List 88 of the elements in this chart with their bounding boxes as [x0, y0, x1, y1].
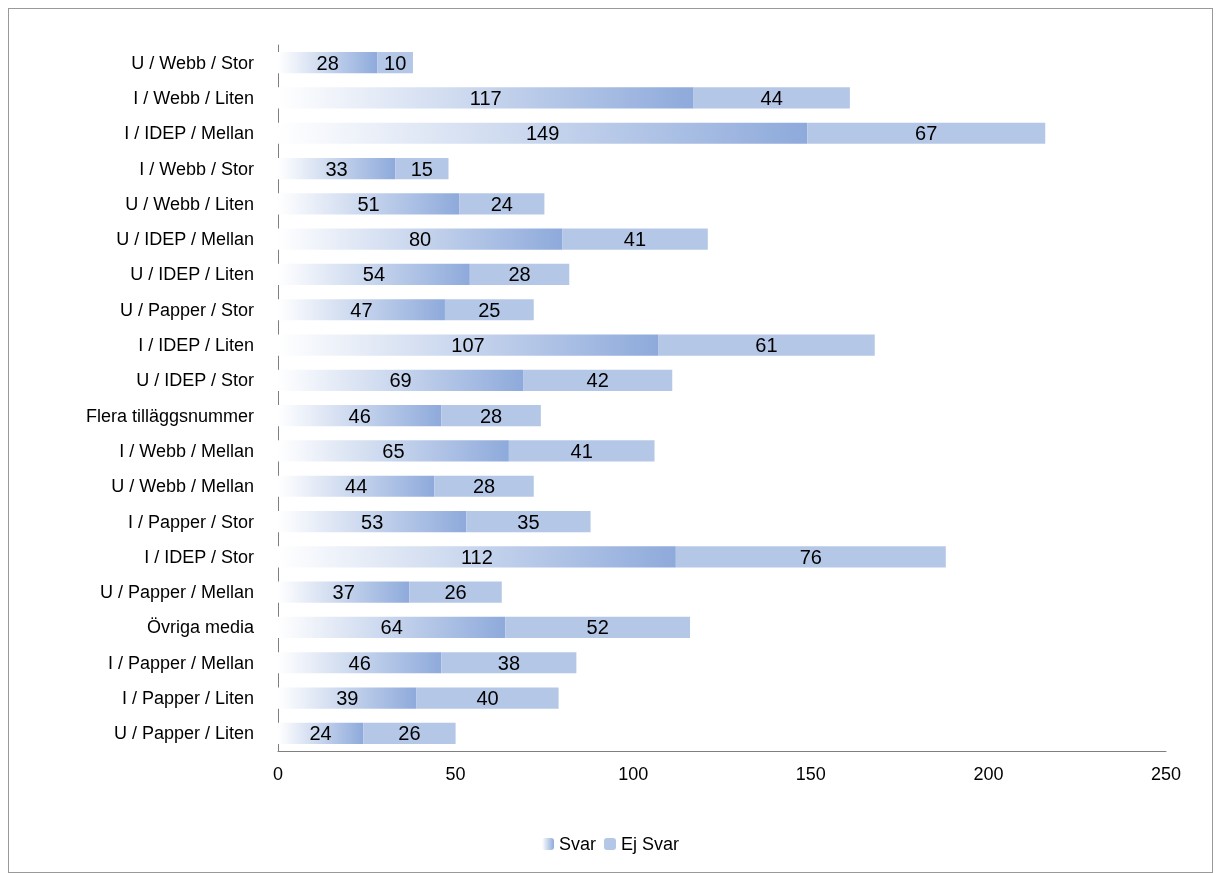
y-tick-label: I / IDEP / Liten: [138, 335, 254, 356]
data-label: 67: [915, 122, 938, 145]
bar: [278, 122, 808, 144]
bar: [278, 263, 470, 286]
y-tick-label: U / Webb / Liten: [125, 193, 254, 214]
data-label: 44: [345, 475, 368, 498]
bar: [278, 687, 417, 709]
y-tick-label: I / IDEP / Mellan: [124, 123, 254, 144]
data-label: 28: [479, 404, 503, 427]
y-tick-label: U / IDEP / Liten: [130, 264, 254, 285]
data-label: 24: [309, 722, 332, 745]
data-label: 39: [336, 687, 359, 710]
y-tick-label: I / IDEP / Stor: [144, 546, 254, 567]
bar: [278, 405, 442, 427]
data-label: 26: [398, 722, 421, 745]
data-label: 64: [380, 616, 403, 639]
bar: [278, 546, 676, 568]
x-tick-label: 250: [1150, 764, 1182, 784]
data-label: 54: [362, 263, 386, 286]
x-tick-label: 200: [973, 764, 1004, 784]
y-tick-label: U / IDEP / Mellan: [116, 229, 254, 250]
data-label: 51: [357, 192, 380, 215]
data-label: 46: [348, 404, 371, 427]
data-label: 40: [476, 687, 499, 710]
y-tick-label: I / Webb / Stor: [139, 158, 254, 179]
bar: [278, 193, 460, 215]
data-label: 46: [348, 651, 371, 674]
data-label: 117: [469, 86, 502, 109]
y-tick-label: U / Webb / Mellan: [111, 476, 254, 497]
bar: [278, 87, 694, 109]
y-tick-label: U / Papper / Liten: [113, 723, 254, 744]
y-tick-label: I / Webb / Liten: [133, 87, 254, 108]
y-tick-label: U / IDEP / Stor: [136, 370, 255, 391]
y-tick-label: U / Webb / Stor: [131, 52, 254, 73]
data-label: 25: [478, 298, 501, 321]
bar: [278, 722, 364, 744]
data-label: 37: [332, 581, 355, 604]
data-label: 38: [497, 651, 521, 674]
bar: [278, 334, 659, 356]
data-label: 44: [760, 86, 783, 109]
data-label: 53: [361, 510, 384, 533]
bar: [278, 299, 445, 321]
bar: [278, 581, 410, 603]
x-tick-label: 0: [272, 764, 284, 784]
data-label: 41: [570, 439, 593, 462]
y-tick-label: I / Papper / Stor: [127, 511, 254, 532]
y-tick-label: I / Webb / Mellan: [119, 440, 254, 461]
data-label: 26: [444, 581, 467, 604]
bar: [278, 369, 524, 391]
data-label: 65: [382, 439, 405, 462]
x-tick-label: 100: [618, 764, 649, 784]
data-label: 107: [451, 334, 485, 357]
y-tick-label: U / Papper / Mellan: [99, 582, 254, 603]
y-tick-label: Övriga media: [146, 617, 255, 638]
data-label: 47: [350, 298, 373, 321]
data-label: 15: [410, 157, 433, 180]
bar: [278, 440, 509, 462]
data-label: 41: [623, 228, 647, 251]
data-label: 28: [508, 263, 531, 286]
bar: [278, 157, 396, 180]
bar: [278, 652, 442, 674]
y-tick-label: U / Papper / Stor: [119, 299, 254, 320]
x-tick-label: 50: [445, 764, 466, 784]
y-tick-label: I / Papper / Mellan: [107, 652, 254, 673]
data-label: 28: [472, 475, 496, 498]
y-tick-label: Flera tilläggsnummer: [85, 405, 254, 426]
bar: [278, 510, 467, 533]
x-tick-label: 150: [795, 764, 826, 784]
y-tick-label: I / Papper / Liten: [121, 688, 254, 709]
data-label: 24: [490, 192, 513, 215]
data-label: 112: [460, 545, 493, 568]
data-label: 149: [525, 122, 560, 145]
bar: [278, 52, 378, 74]
data-label: 52: [586, 616, 609, 639]
data-label: 76: [799, 545, 822, 568]
data-label: 33: [325, 157, 348, 180]
bar: [278, 616, 506, 639]
data-label: 10: [384, 51, 407, 74]
legend-label: Svar: [558, 834, 596, 854]
data-label: 69: [389, 369, 412, 392]
bar: [278, 228, 563, 250]
bar: [278, 475, 435, 497]
data-label: 35: [517, 510, 540, 533]
data-label: 61: [755, 334, 778, 357]
data-label: 28: [316, 51, 339, 74]
data-label: 42: [586, 369, 609, 392]
legend-label: Ej Svar: [621, 834, 680, 854]
data-label: 80: [408, 228, 432, 251]
